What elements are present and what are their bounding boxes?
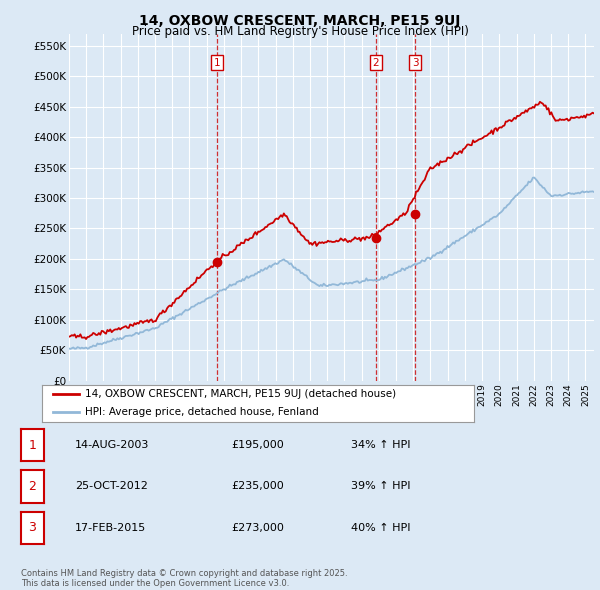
Text: 14, OXBOW CRESCENT, MARCH, PE15 9UJ: 14, OXBOW CRESCENT, MARCH, PE15 9UJ	[139, 14, 461, 28]
Text: Contains HM Land Registry data © Crown copyright and database right 2025.
This d: Contains HM Land Registry data © Crown c…	[21, 569, 347, 588]
Text: 2: 2	[373, 58, 379, 68]
Text: HPI: Average price, detached house, Fenland: HPI: Average price, detached house, Fenl…	[85, 407, 319, 417]
Text: 14-AUG-2003: 14-AUG-2003	[75, 440, 149, 450]
Text: 3: 3	[28, 521, 37, 535]
Text: 1: 1	[28, 438, 37, 452]
Text: £273,000: £273,000	[231, 523, 284, 533]
Text: 25-OCT-2012: 25-OCT-2012	[75, 481, 148, 491]
Text: 39% ↑ HPI: 39% ↑ HPI	[351, 481, 410, 491]
Text: £195,000: £195,000	[231, 440, 284, 450]
Text: Price paid vs. HM Land Registry's House Price Index (HPI): Price paid vs. HM Land Registry's House …	[131, 25, 469, 38]
Text: 34% ↑ HPI: 34% ↑ HPI	[351, 440, 410, 450]
Text: £235,000: £235,000	[231, 481, 284, 491]
Text: 1: 1	[214, 58, 221, 68]
Text: 3: 3	[412, 58, 419, 68]
Text: 40% ↑ HPI: 40% ↑ HPI	[351, 523, 410, 533]
Text: 2: 2	[28, 480, 37, 493]
Text: 14, OXBOW CRESCENT, MARCH, PE15 9UJ (detached house): 14, OXBOW CRESCENT, MARCH, PE15 9UJ (det…	[85, 389, 397, 399]
Text: 17-FEB-2015: 17-FEB-2015	[75, 523, 146, 533]
